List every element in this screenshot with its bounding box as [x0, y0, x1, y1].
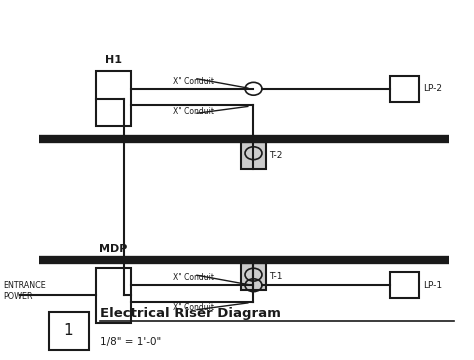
- Text: 1/8" = 1'-0": 1/8" = 1'-0": [100, 337, 162, 347]
- FancyBboxPatch shape: [96, 71, 131, 126]
- Text: H1: H1: [105, 55, 122, 64]
- Text: 1: 1: [64, 323, 73, 338]
- Text: LP-1: LP-1: [423, 281, 442, 290]
- Text: X" Conduit: X" Conduit: [173, 107, 214, 116]
- Text: MDP: MDP: [99, 244, 128, 254]
- Text: Electrical Riser Diagram: Electrical Riser Diagram: [100, 307, 281, 320]
- Text: X" Conduit: X" Conduit: [173, 303, 214, 312]
- Text: LP-2: LP-2: [423, 84, 442, 93]
- FancyBboxPatch shape: [390, 273, 419, 298]
- Text: T-2: T-2: [270, 151, 283, 160]
- Text: T-1: T-1: [270, 272, 283, 281]
- Text: ENTRANCE
POWER: ENTRANCE POWER: [4, 280, 46, 301]
- FancyBboxPatch shape: [48, 312, 89, 350]
- FancyBboxPatch shape: [241, 263, 266, 290]
- FancyBboxPatch shape: [96, 267, 131, 323]
- Text: X" Conduit: X" Conduit: [173, 77, 214, 86]
- FancyBboxPatch shape: [390, 76, 419, 102]
- Text: X" Conduit: X" Conduit: [173, 273, 214, 282]
- FancyBboxPatch shape: [241, 142, 266, 168]
